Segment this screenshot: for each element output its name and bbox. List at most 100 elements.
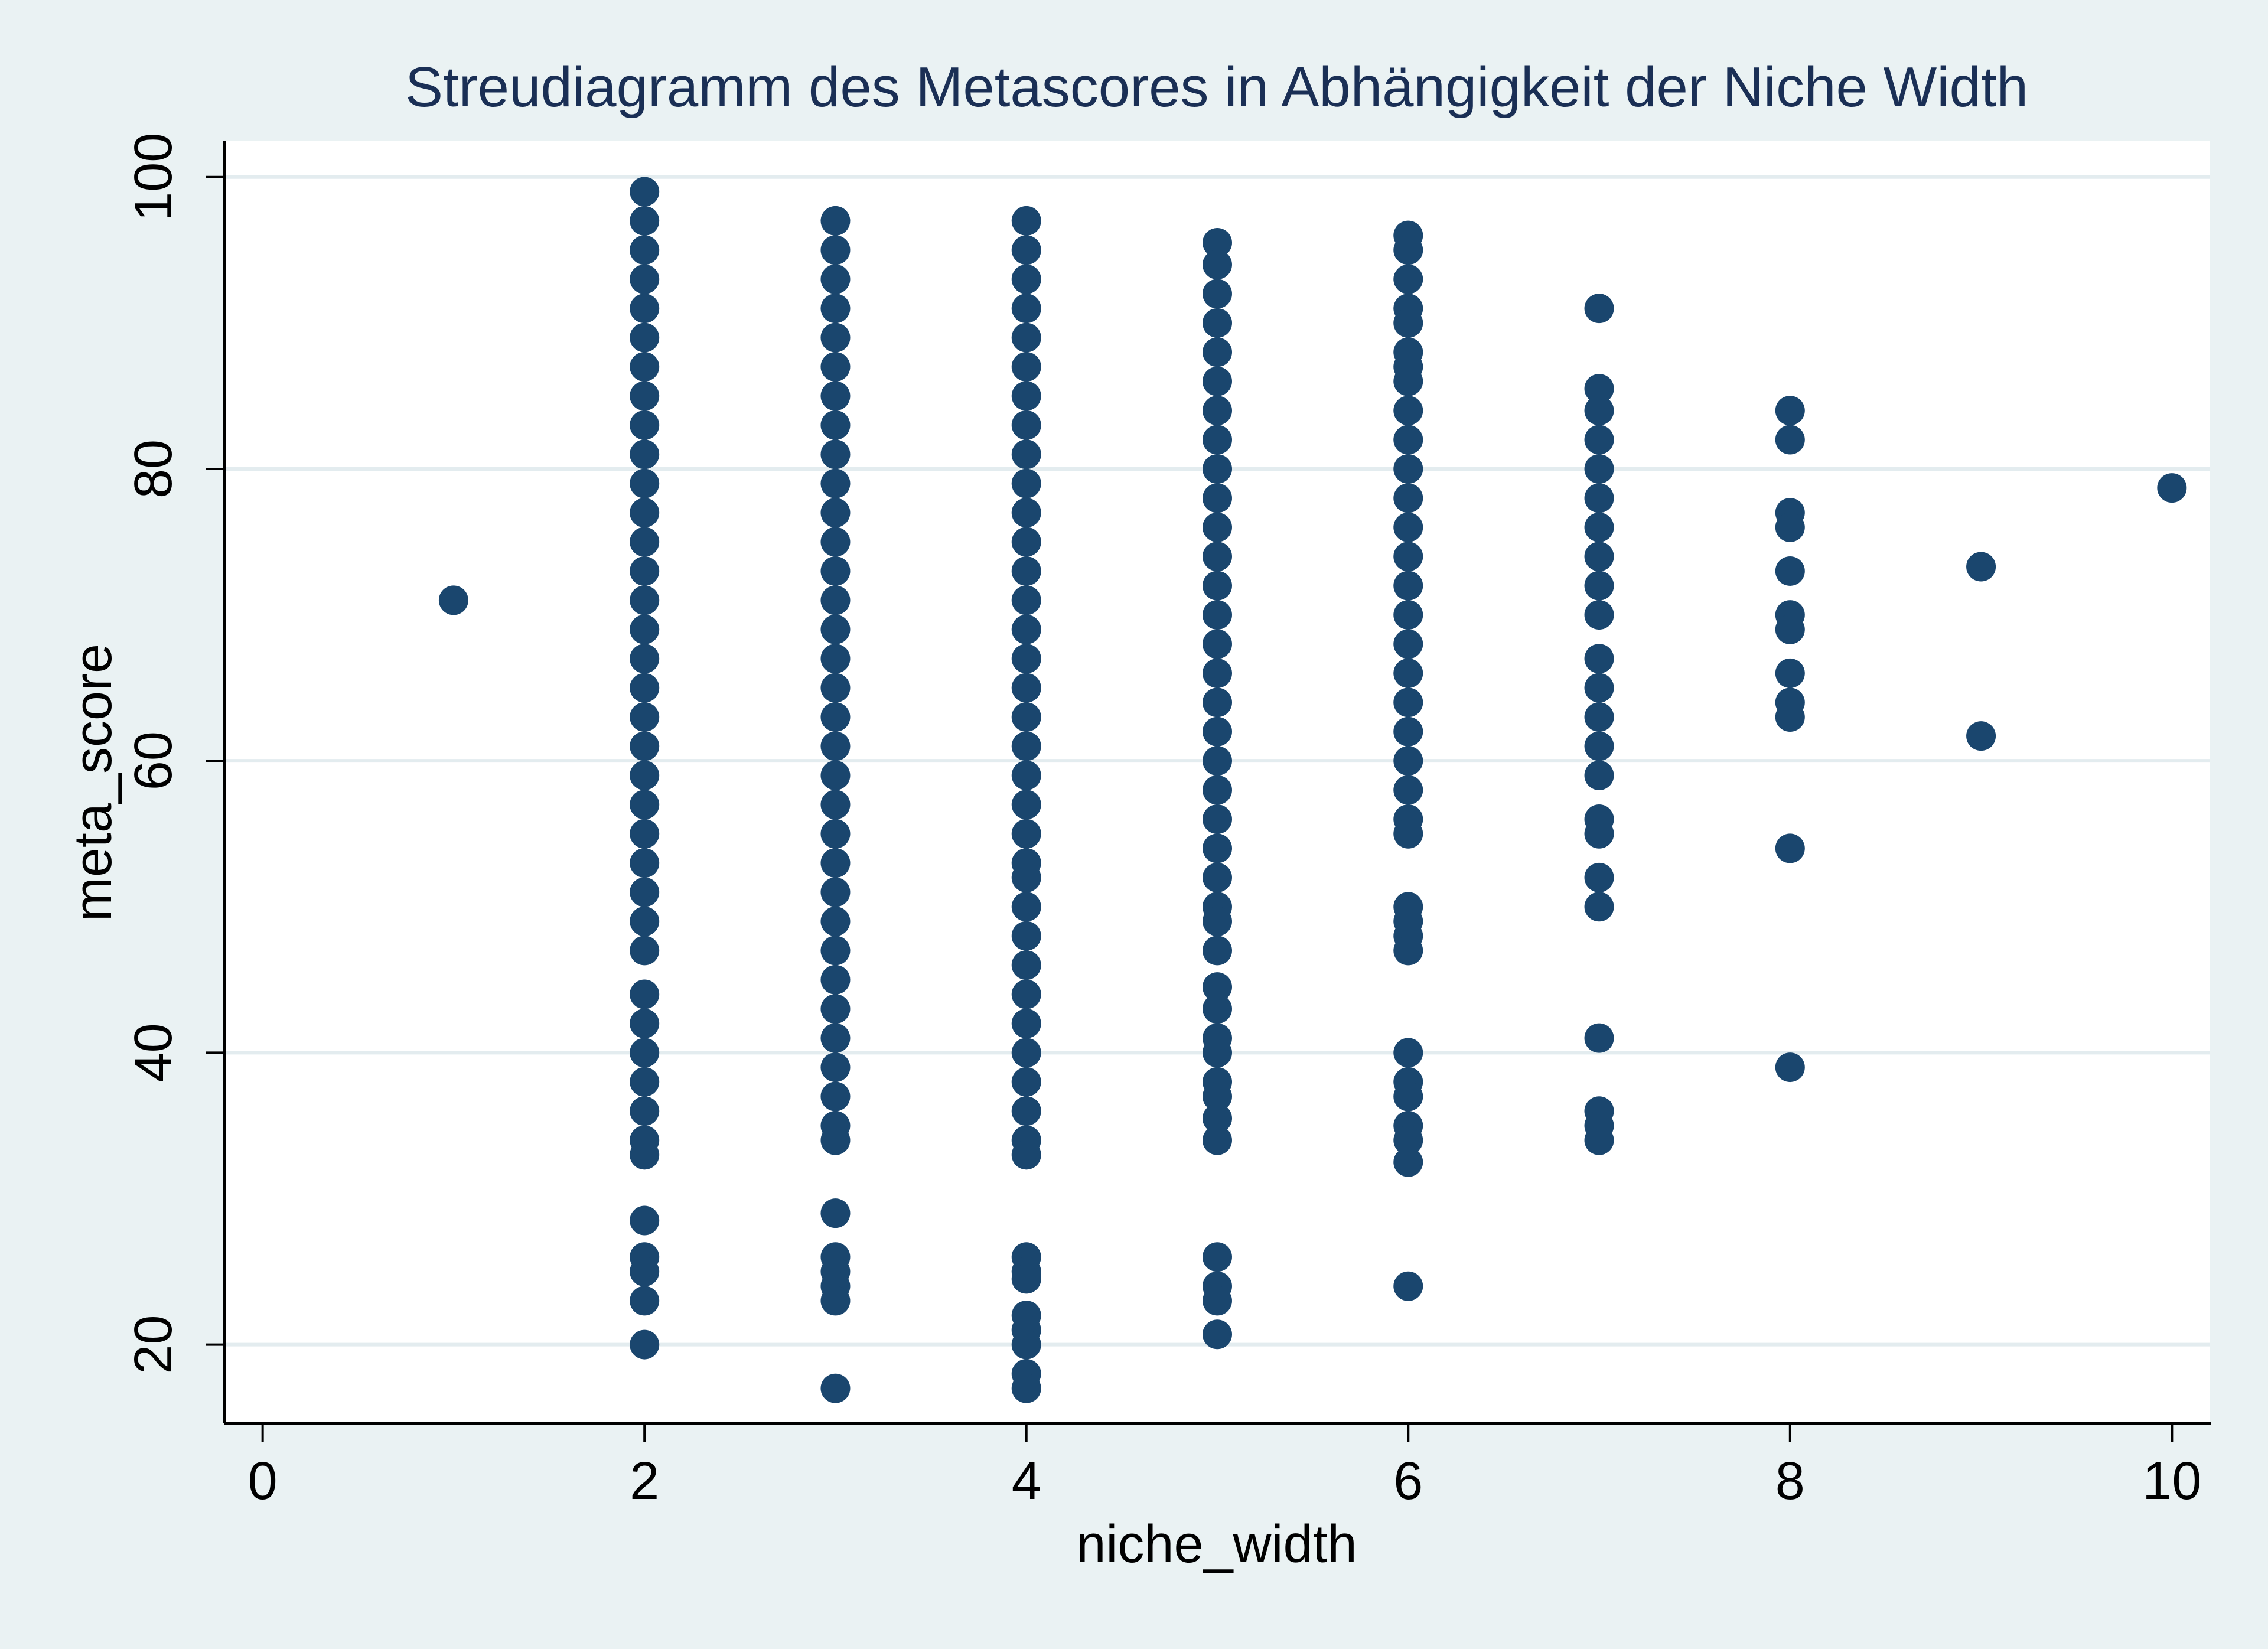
data-point: [630, 206, 660, 236]
data-point: [630, 1038, 660, 1068]
data-point: [820, 410, 850, 440]
y-tick-label: 80: [124, 439, 183, 498]
data-point: [630, 979, 660, 1009]
data-point: [1203, 279, 1232, 309]
data-point: [1393, 366, 1423, 396]
data-point: [1203, 366, 1232, 396]
data-point: [1011, 556, 1041, 586]
data-point: [1011, 760, 1041, 790]
data-point: [1011, 468, 1041, 498]
data-point: [1393, 512, 1423, 542]
data-point: [1393, 716, 1423, 747]
y-tick-label: 40: [124, 1023, 183, 1082]
data-point: [1011, 1140, 1041, 1170]
data-point: [1584, 760, 1614, 790]
data-point: [1203, 600, 1232, 630]
data-point: [1011, 381, 1041, 411]
data-point: [630, 527, 660, 557]
data-point: [630, 760, 660, 790]
data-point: [1393, 483, 1423, 513]
data-point: [1203, 1319, 1232, 1350]
data-point: [1584, 294, 1614, 324]
data-point: [1393, 600, 1423, 630]
x-tick-label: 2: [630, 1452, 659, 1511]
data-point: [1011, 644, 1041, 674]
data-point: [1393, 308, 1423, 338]
data-point: [1393, 1271, 1423, 1301]
data-point: [1393, 425, 1423, 455]
data-point: [1203, 994, 1232, 1024]
data-point: [1584, 454, 1614, 484]
data-point: [1584, 673, 1614, 703]
data-point: [1011, 702, 1041, 732]
data-point: [1203, 1103, 1232, 1133]
data-point: [820, 294, 850, 324]
data-point: [630, 352, 660, 382]
data-point: [1775, 702, 1805, 732]
data-point: [820, 235, 850, 265]
data-point: [1203, 629, 1232, 659]
data-point: [1203, 571, 1232, 601]
data-point: [1011, 585, 1041, 615]
data-point: [1011, 264, 1041, 294]
data-point: [630, 877, 660, 907]
data-point: [1393, 775, 1423, 805]
data-point: [1203, 687, 1232, 718]
data-point: [820, 439, 850, 470]
data-point: [1584, 374, 1614, 404]
data-point: [1584, 571, 1614, 601]
data-point: [1203, 337, 1232, 367]
data-point: [630, 1096, 660, 1126]
data-point: [1775, 512, 1805, 542]
y-tick-label: 20: [124, 1315, 183, 1374]
data-point: [1393, 1038, 1423, 1068]
data-point: [630, 936, 660, 966]
data-point: [820, 556, 850, 586]
data-point: [820, 468, 850, 498]
data-point: [820, 322, 850, 353]
data-point: [1203, 936, 1232, 966]
data-point: [1011, 673, 1041, 703]
data-point: [820, 644, 850, 674]
data-point: [1011, 322, 1041, 353]
data-point: [630, 294, 660, 324]
data-point: [630, 410, 660, 440]
data-point: [1775, 556, 1805, 586]
data-point: [1203, 1081, 1232, 1112]
x-tick-label: 10: [2142, 1452, 2201, 1511]
data-point: [1584, 731, 1614, 761]
data-point: [1393, 454, 1423, 484]
data-point: [1011, 921, 1041, 951]
data-point: [1011, 527, 1041, 557]
data-point: [630, 673, 660, 703]
data-point: [2157, 473, 2187, 503]
data-point: [820, 585, 850, 615]
data-point: [1584, 600, 1614, 630]
data-point: [1203, 716, 1232, 747]
data-point: [1584, 542, 1614, 572]
x-axis-ticks: 0 2 4 6 8 10: [248, 1423, 2201, 1511]
data-point: [630, 702, 660, 732]
data-point: [1775, 1052, 1805, 1083]
data-point: [630, 322, 660, 353]
data-point: [820, 264, 850, 294]
data-point: [820, 1373, 850, 1403]
data-point: [1011, 410, 1041, 440]
data-point: [1393, 658, 1423, 688]
data-point: [820, 964, 850, 995]
data-point: [630, 498, 660, 528]
data-point: [820, 673, 850, 703]
data-point: [1966, 552, 1996, 582]
data-point: [1203, 833, 1232, 863]
data-point: [1011, 1264, 1041, 1294]
data-point: [630, 264, 660, 294]
x-tick-label: 8: [1775, 1452, 1805, 1511]
data-point: [1203, 862, 1232, 892]
data-point: [630, 731, 660, 761]
data-point: [820, 906, 850, 936]
data-point: [630, 381, 660, 411]
data-point: [1203, 425, 1232, 455]
data-point: [820, 731, 850, 761]
data-point: [1203, 1038, 1232, 1068]
data-point: [1393, 264, 1423, 294]
